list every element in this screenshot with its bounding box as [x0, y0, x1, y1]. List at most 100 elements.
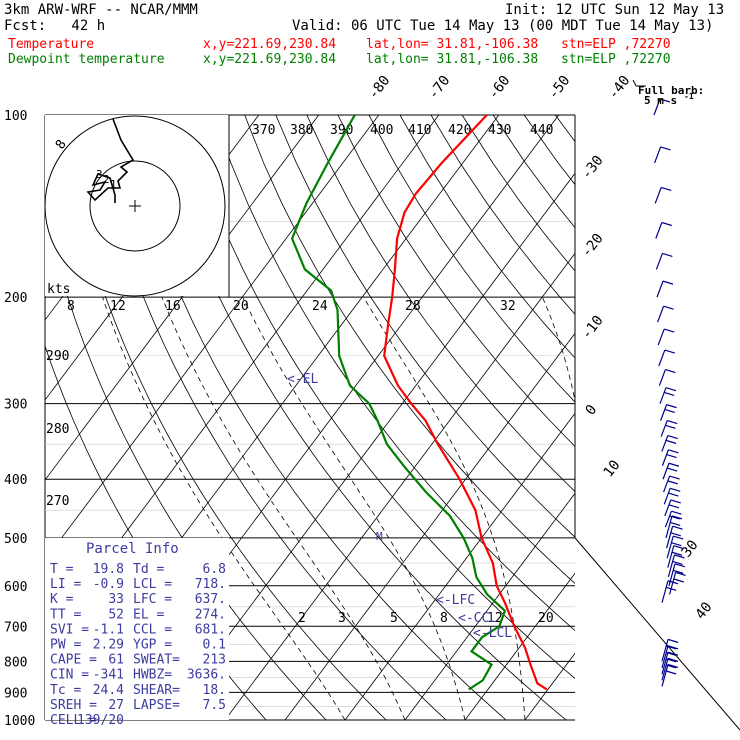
- wind-barb: [668, 563, 676, 586]
- wind-barb: [662, 463, 670, 480]
- dewpoint-line: [290, 115, 507, 691]
- parcel-key: CCL =: [133, 622, 172, 637]
- wind-barb: [658, 369, 666, 386]
- hodograph-level-label: 1: [110, 178, 117, 191]
- theta-label: 420: [448, 123, 471, 138]
- mixing-ratio-label: 8: [67, 299, 75, 314]
- temperature-legend-label: Temperature: [8, 37, 95, 52]
- parcel-key: SHEAR=: [133, 683, 180, 698]
- isotherm: [404, 492, 575, 720]
- forecast-hour: Fcst: 42 h: [4, 18, 106, 34]
- isotherm-label: -50: [545, 73, 573, 103]
- isotherm-label: -10: [579, 313, 607, 343]
- wind-barb: [660, 420, 668, 437]
- pressure-tick-label: 1000: [4, 714, 35, 729]
- wind-barb-flag: [667, 419, 678, 425]
- wind-barb-flag: [663, 305, 674, 310]
- valid-time: Valid: 06 UTC Tue 14 May 13 (00 MDT Tue …: [292, 18, 714, 34]
- wind-barb: [663, 488, 671, 505]
- moist-adiabat: [161, 296, 406, 720]
- dewpoint-latlon: lat,lon= 31.81,-106.38: [366, 52, 539, 67]
- wind-barb: [666, 526, 674, 549]
- wind-barb-flag: [670, 521, 681, 527]
- wind-barb: [667, 554, 675, 578]
- parcel-value: 6.8: [203, 562, 226, 577]
- wind-barb: [669, 572, 677, 595]
- parcel-value: -341: [93, 668, 124, 683]
- wind-barb: [657, 328, 665, 346]
- dry-adiabat: [492, 115, 575, 229]
- wind-barb-flag: [668, 462, 680, 467]
- parcel-title: Parcel Info: [86, 541, 179, 557]
- mixing-ratio-label: 20: [538, 611, 554, 626]
- parcel-key: CAPE =: [50, 653, 97, 668]
- moist-adiabat: [363, 296, 526, 720]
- wind-barb: [654, 146, 662, 164]
- parcel-key: PW =: [50, 638, 81, 653]
- moist-adiabat: [645, 297, 699, 720]
- parcel-key: SVI =: [50, 622, 89, 637]
- parcel-key: K =: [50, 592, 74, 607]
- dry-adiabat: [58, 115, 387, 720]
- parcel-value: 2.29: [93, 638, 124, 653]
- wind-barb: [657, 305, 665, 323]
- mixing-ratio-labels: 8 12 16 20 24 28 32 2 3 5 8 12 20 kts: [47, 282, 554, 626]
- hodograph-ring: [89, 160, 181, 252]
- moist-adiabat: [242, 296, 466, 720]
- level-markers: <-EL <-LFC <-CCL<-LCL M: [287, 372, 512, 641]
- wind-barb: [661, 664, 669, 687]
- isotherm: [344, 412, 575, 720]
- isotherm-label: 0: [583, 402, 601, 418]
- wind-barb-flag: [667, 651, 679, 656]
- parcel-key: LI =: [50, 577, 81, 592]
- wind-barb-flag: [667, 580, 679, 585]
- wind-barb: [661, 435, 669, 452]
- wind-barb: [654, 187, 662, 204]
- wind-barb: [661, 658, 669, 681]
- wind-barb-flag: [670, 487, 681, 492]
- wind-barb-flag: [671, 510, 682, 515]
- pressure-tick-label: 900: [4, 686, 27, 701]
- temperature-xy: x,y=221.69,230.84: [203, 37, 337, 52]
- wind-barb-flag: [673, 545, 684, 550]
- wind-barb-flag: [667, 434, 678, 440]
- dry-adiabat: [680, 115, 740, 720]
- hodograph-level-label: 3: [96, 168, 103, 181]
- parcel-key: SWEAT=: [133, 653, 180, 668]
- wind-barb-flag: [665, 368, 676, 374]
- wind-barb-flag: [666, 404, 677, 409]
- wind-barb-flag: [667, 467, 678, 472]
- wind-barb: [661, 645, 669, 669]
- isotherm: [464, 572, 575, 720]
- wind-barb-flag: [671, 515, 683, 520]
- parcel-key: Td =: [133, 562, 164, 577]
- mixing-ratio-label: 8: [440, 611, 448, 626]
- pressure-tick-label: 600: [4, 580, 27, 595]
- mid-level-marker: M: [376, 530, 383, 543]
- wind-barb-flag: [673, 578, 684, 583]
- wind-barb-flag: [668, 449, 679, 454]
- mixing-ratio-label: 20: [233, 299, 249, 314]
- isotherm: [164, 172, 575, 720]
- hodograph: 83 2 1: [44, 115, 230, 298]
- mixing-ratio-label: 24: [312, 299, 328, 314]
- parcel-key: LCL =: [133, 577, 172, 592]
- mixing-ratio-label: 28: [405, 299, 421, 314]
- isotherm-label: -80: [365, 73, 393, 103]
- wind-barb: [653, 98, 661, 116]
- mixing-ratio-label: 3: [338, 611, 346, 626]
- dry-adiabat: [306, 115, 575, 493]
- isotherm-label: -40: [605, 73, 633, 103]
- parcel-value: 19.8: [93, 562, 124, 577]
- isotherm: [585, 115, 740, 720]
- right-boundary: [574, 537, 740, 731]
- theta-label: 380: [290, 123, 313, 138]
- wind-barb-flag: [665, 424, 676, 429]
- pressure-axis: 100 200 300 400 500 600 700 800 900 1000: [4, 109, 35, 729]
- parcel-value: 681.: [195, 622, 226, 637]
- dewpoint-station: stn=ELP ,72270: [561, 52, 671, 67]
- barb-legend-value: 5 m s: [644, 94, 677, 107]
- pressure-tick-label: 800: [4, 655, 27, 670]
- isotherm-label: -20: [579, 231, 607, 261]
